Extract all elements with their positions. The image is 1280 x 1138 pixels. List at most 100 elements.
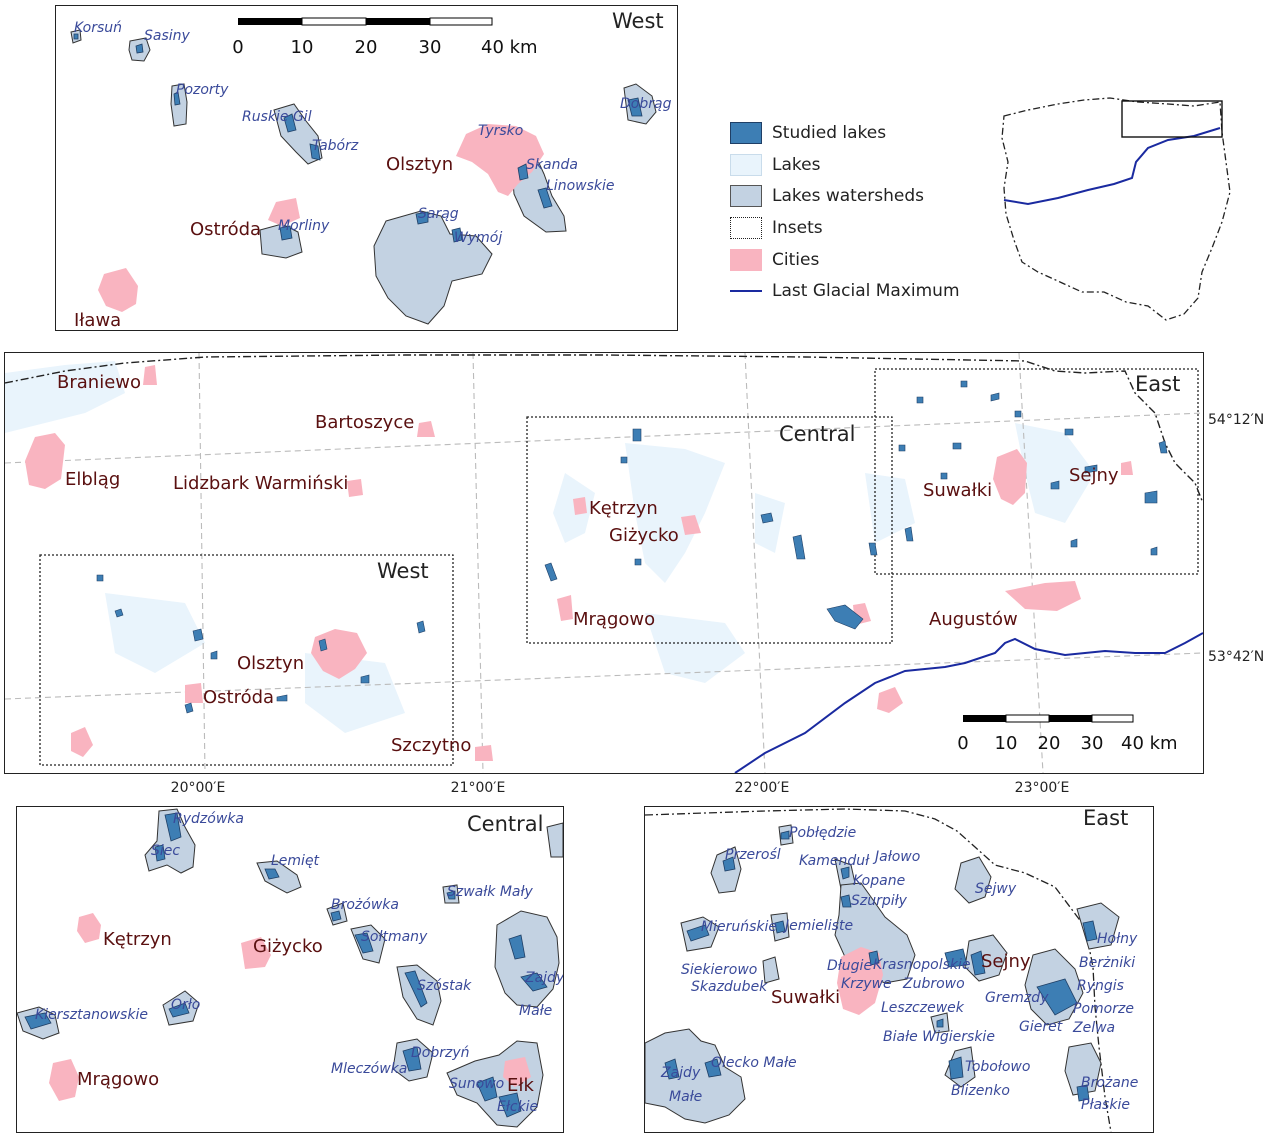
lake-label: Sołtmany <box>361 929 428 945</box>
lake-label: Linowskie <box>546 178 614 194</box>
lake-label: Gieret <box>1019 1019 1063 1035</box>
legend-item: Studied lakes <box>730 117 980 149</box>
city-label-elblag: Elbląg <box>65 469 120 490</box>
legend-label: Last Glacial Maximum <box>772 281 960 302</box>
city-label-ketrzyn: Kętrzyn <box>589 498 658 519</box>
lon-label: 22°00′E <box>735 780 790 796</box>
lake-label: Jemieliste <box>782 918 853 934</box>
lake-label: Dobrąg <box>620 96 672 112</box>
map-legend: Studied lakes Lakes Lakes watersheds Ins… <box>730 117 980 307</box>
glacial-maximum-line <box>734 632 1203 773</box>
lake-label: Brożówka <box>331 897 399 913</box>
city-label-ketrzyn: Kętrzyn <box>103 929 172 950</box>
legend-label: Studied lakes <box>772 122 887 143</box>
east-inset-box <box>874 368 1199 575</box>
city-label-sejny: Sejny <box>981 951 1031 972</box>
legend-item: Cities <box>730 244 980 276</box>
legend-item: Last Glacial Maximum <box>730 275 980 307</box>
legend-label: Lakes watersheds <box>772 186 925 207</box>
main-inset-title-central: Central <box>779 422 855 446</box>
main-inset-title-east: East <box>1135 372 1180 396</box>
lake-label: Pozorty <box>176 82 229 98</box>
scale-tick-label: 0 <box>957 733 968 754</box>
city-label-bartoszyce: Bartoszyce <box>315 412 414 433</box>
watersheds <box>645 824 1120 1124</box>
city-label-augustow: Augustów <box>929 609 1018 630</box>
main-inset-title-west: West <box>377 559 429 583</box>
lake-label: Siec <box>151 843 180 859</box>
glacial-line-swatch-icon <box>730 290 762 293</box>
city-label-sejny: Sejny <box>1069 465 1119 486</box>
central-inset-map: Central Kętrzyn Giżycko Mrągowo Ełk Rydz… <box>17 808 563 1128</box>
city-label-gizycko: Giżycko <box>253 936 323 957</box>
lake-label: Siekierowo <box>681 962 757 978</box>
studied-lakes <box>24 812 548 1118</box>
city-label-olsztyn: Olsztyn <box>237 653 304 674</box>
scale-tick-label: 0 <box>232 37 243 58</box>
lake-label: Tabórz <box>312 138 359 154</box>
lake-label: Białe Wigierskie <box>883 1029 995 1045</box>
studied-lakes-swatch-icon <box>730 121 762 144</box>
lake-label: Ryngis <box>1077 978 1124 994</box>
lake-label: Berżniki <box>1079 955 1135 971</box>
lake-label: Leszczewek <box>881 1000 965 1016</box>
lake-label: Dobrzyń <box>411 1045 470 1061</box>
watersheds <box>70 29 657 325</box>
main-map-panel: West Central East Braniewo Elbląg Bartos… <box>4 352 1204 774</box>
lake-label: Szwałk Mały <box>447 884 534 900</box>
lake-label: Kiersztanowskie <box>35 1007 148 1023</box>
city-label-szczytno: Szczytno <box>391 735 471 756</box>
lakes-background <box>5 361 1095 733</box>
city-label-mragowo: Mrągowo <box>573 609 655 630</box>
lake-label: Krzywe <box>841 976 892 992</box>
lake-label: Pobłędzie <box>789 825 856 841</box>
lake-label: Ełckie <box>497 1099 538 1115</box>
city-label-ilawa: Iława <box>74 310 121 330</box>
city-label-braniewo: Braniewo <box>57 372 141 393</box>
lake-label: Olecko Małe <box>711 1055 797 1071</box>
central-inset-box <box>526 416 893 644</box>
lakes-swatch-icon <box>730 153 762 176</box>
city-label-elk: Ełk <box>507 1075 534 1096</box>
lake-label: Jałowo <box>872 849 920 865</box>
west-inset-panel: 0 10 20 30 40 km West Olsztyn Ostróda Ił… <box>55 5 678 331</box>
legend-item: Insets <box>730 212 980 244</box>
lake-label: Korsuń <box>74 20 122 36</box>
scale-tick-label: 30 <box>1081 733 1104 754</box>
lake-label: Tyrsko <box>478 123 523 139</box>
poland-locator-map <box>1001 97 1231 321</box>
scale-tick-label: 10 <box>291 37 314 58</box>
study-area-box <box>1121 100 1223 138</box>
lake-label: Kopane <box>853 873 905 889</box>
legend-label: Lakes <box>772 154 821 175</box>
cities-swatch-icon <box>730 248 762 271</box>
main-city-areas <box>25 365 1133 761</box>
lake-label: Kamenduł <box>799 853 870 869</box>
watersheds-swatch-icon <box>730 185 762 208</box>
lake-label: Małe <box>669 1089 702 1105</box>
lake-label: Ruskie Gil <box>242 109 312 125</box>
city-label-lidzbark: Lidzbark Warmiński <box>173 473 348 494</box>
inset-boxes <box>39 368 1199 766</box>
city-label-ostroda: Ostróda <box>190 219 261 240</box>
city-label-ostroda: Ostróda <box>203 687 274 708</box>
city-label-suwalki: Suwałki <box>923 480 992 501</box>
lake-label: Sasiny <box>144 28 191 44</box>
graticule <box>5 353 1203 773</box>
lake-label: Sunowo <box>449 1076 504 1092</box>
central-inset-panel: Central Kętrzyn Giżycko Mrągowo Ełk Rydz… <box>16 806 564 1133</box>
lon-label: 21°00′E <box>451 780 506 796</box>
lake-label: Krasnopolskie <box>873 957 971 973</box>
scale-tick-label: 20 <box>1038 733 1061 754</box>
lake-label: Zajdy <box>524 970 563 986</box>
lake-label: Płaskie <box>1081 1097 1130 1113</box>
lake-label: Gremzdy <box>985 990 1049 1006</box>
main-scale-bar: 0 10 20 30 40 km <box>957 714 1178 754</box>
studied-lakes <box>73 33 643 243</box>
lake-label: Zubrowo <box>902 976 965 992</box>
lake-label: Orło <box>171 997 200 1013</box>
lake-label: Rydzówka <box>173 811 244 827</box>
lake-label: Zajdy <box>660 1065 701 1081</box>
lake-label: Szóstak <box>417 978 472 994</box>
scale-tick-label: 10 <box>995 733 1018 754</box>
